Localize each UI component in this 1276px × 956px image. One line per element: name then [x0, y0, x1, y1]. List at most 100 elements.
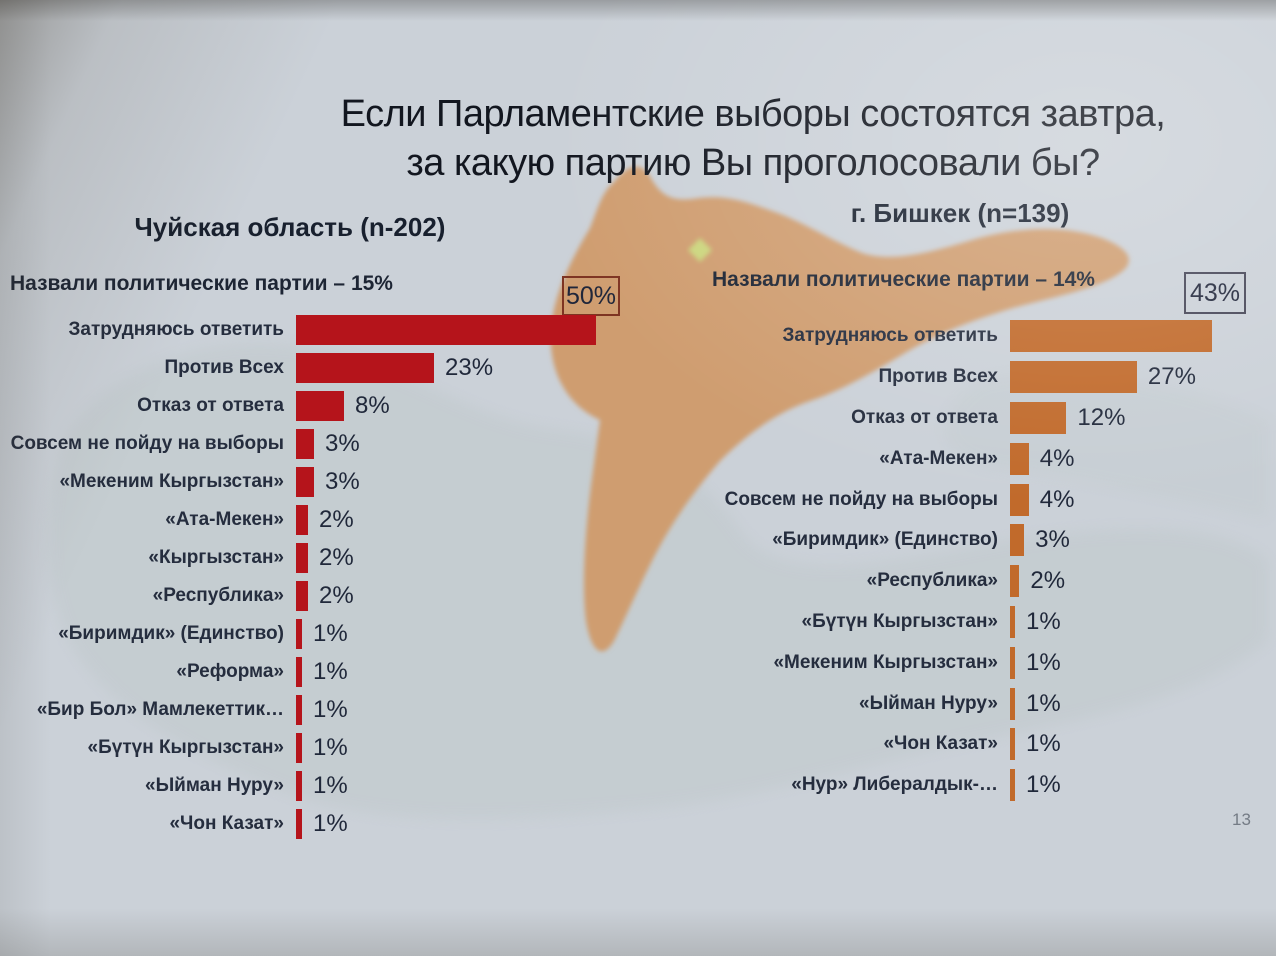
bar-track: 4% [1010, 442, 1272, 475]
chuy-region-shape [550, 166, 1129, 652]
bar-track: 1% [296, 657, 658, 687]
chart-row: «Ыйман Нуру» 1% [8, 767, 658, 805]
chart-row: «Республика» 2% [706, 561, 1272, 602]
bar-track: 12% [1010, 401, 1272, 434]
bar [296, 733, 302, 763]
chart-row: «Республика» 2% [8, 577, 658, 615]
bar [296, 505, 308, 535]
bar [296, 695, 302, 725]
value-label: 4% [1039, 444, 1075, 472]
bar [296, 429, 314, 459]
category-label: Затрудняюсь ответить [68, 319, 284, 340]
bar-track: 2% [296, 505, 658, 535]
value-label: 1% [313, 620, 348, 647]
category-label: Против Всех [878, 366, 998, 388]
chart-row: «Биримдик» (Единство) 3% [706, 520, 1272, 561]
chart-row: «Ата-Мекен» 4% [706, 438, 1272, 479]
category-label: Совсем не пойду на выборы [724, 488, 998, 510]
chart-row: Отказ от ответа 12% [706, 398, 1272, 439]
chart-row: «Чон Казат» 1% [706, 724, 1272, 765]
slide-title: Если Парламентские выборы состоятся завт… [240, 90, 1266, 187]
category-label: Отказ от ответа [137, 395, 284, 416]
chart-row: «Биримдик» (Единство) 1% [8, 615, 658, 653]
category-label: «Бүтүн Кыргызстан» [87, 737, 284, 758]
bar [1010, 483, 1029, 516]
category-label: Совсем не пойду на выборы [10, 433, 284, 454]
category-label: «Бир Бол» Мамлекеттик… [36, 699, 284, 720]
category-label: «Нур» Либералдык-… [791, 774, 998, 796]
bar-track: 27% [1010, 361, 1272, 394]
bar-track [1010, 320, 1272, 353]
bar [296, 353, 434, 383]
category-label: «Республика» [152, 585, 284, 606]
slide-title-line2: за какую партию Вы проголосовали бы? [406, 141, 1100, 184]
bar [1010, 401, 1067, 434]
bar [1010, 769, 1015, 802]
chart-row: Совсем не пойду на выборы 4% [706, 479, 1272, 520]
bar [296, 581, 308, 611]
chart-row: «Реформа» 1% [8, 653, 658, 691]
bar [296, 467, 314, 497]
category-label: «Ыйман Нуру» [859, 692, 998, 714]
chart-row: Затрудняюсь ответить [8, 311, 658, 349]
bar-track: 1% [296, 771, 658, 801]
bar-track: 1% [1010, 687, 1272, 720]
bar [1010, 565, 1020, 598]
value-label: 27% [1147, 363, 1196, 391]
bar-track: 1% [1010, 646, 1272, 679]
value-label: 1% [313, 658, 348, 685]
bar [296, 771, 302, 801]
bar [296, 657, 302, 687]
value-label: 3% [325, 430, 360, 457]
bar [1010, 605, 1015, 638]
bar [1010, 728, 1015, 761]
bar-track: 1% [1010, 728, 1272, 761]
bar-track: 23% [296, 353, 658, 383]
chart-row: Против Всех 23% [8, 349, 658, 387]
category-label: «Чон Казат» [169, 813, 284, 834]
bar-track: 1% [296, 733, 658, 763]
category-label: «Ата-Мекен» [165, 509, 284, 530]
bar-track: 1% [296, 619, 658, 649]
category-label: «Биримдик» (Единство) [772, 529, 998, 551]
bar-track: 4% [1010, 483, 1272, 516]
chart-row: Затрудняюсь ответить [706, 316, 1272, 357]
category-label: «Мекеним Кыргызстан» [773, 651, 998, 673]
bar-track: 2% [296, 543, 658, 573]
bar-track: 1% [1010, 605, 1272, 638]
chart-row: «Мекеним Кыргызстан» 1% [706, 642, 1272, 683]
page-number: 13 [1232, 810, 1251, 829]
chuy-chart-title: Чуйская область (n-202) [134, 212, 446, 242]
bar-track: 3% [296, 429, 658, 459]
value-label: 1% [1026, 730, 1061, 758]
bishkek-bar-chart: Затрудняюсь ответить Против Всех 27% Отказ … [706, 316, 1272, 806]
category-label: «Бүтүн Кыргызстан» [801, 610, 998, 632]
bar [296, 315, 596, 345]
chart-row: Против Всех 27% [706, 357, 1272, 398]
bar [1010, 361, 1137, 394]
bishkek-max-value-callout: 43% [1184, 272, 1246, 314]
chart-row: «Чон Казат» 1% [8, 805, 658, 843]
category-label: «Ата-Мекен» [879, 447, 998, 469]
category-label: Против Всех [164, 357, 284, 378]
bar [296, 619, 302, 649]
bar [1010, 687, 1015, 720]
value-label: 4% [1039, 485, 1075, 513]
value-label: 1% [1026, 689, 1061, 717]
bar-track: 1% [1010, 769, 1272, 802]
value-label: 8% [355, 392, 390, 419]
value-label: 1% [1026, 648, 1061, 676]
value-label: 2% [319, 582, 354, 609]
value-label: 1% [313, 772, 348, 799]
chuy-max-value-callout: 50% [562, 276, 620, 316]
category-label: «Республика» [866, 570, 998, 592]
bar [1010, 646, 1015, 679]
category-label: «Кыргызстан» [148, 547, 284, 568]
value-label: 12% [1077, 403, 1126, 431]
category-label: «Чон Казат» [883, 733, 998, 755]
chart-row: «Ыйман Нуру» 1% [706, 683, 1272, 724]
chart-row: «Бүтүн Кыргызстан» 1% [8, 729, 658, 767]
chart-row: «Ата-Мекен» 2% [8, 501, 658, 539]
chuy-chart-subtitle: Назвали политические партии – 15% [10, 272, 393, 295]
value-label: 2% [319, 544, 354, 571]
